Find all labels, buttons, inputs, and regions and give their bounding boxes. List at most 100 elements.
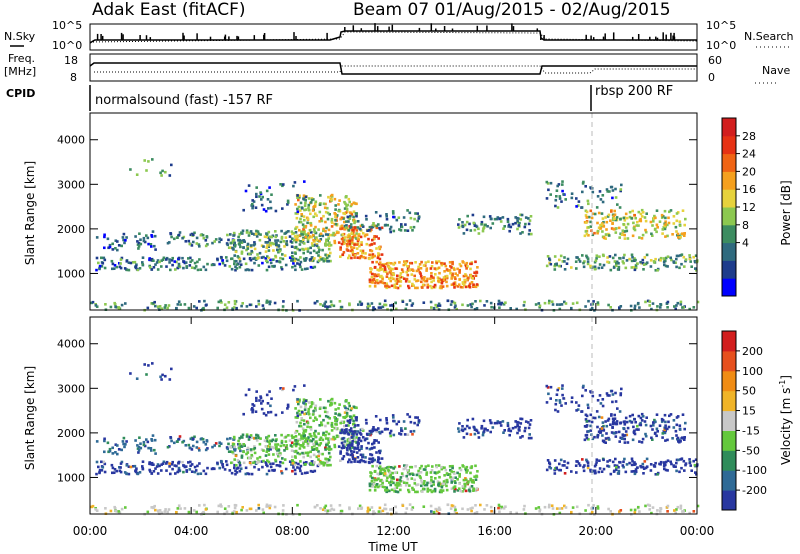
power-cell [496, 216, 500, 219]
velocity-cell [619, 422, 622, 425]
power-cell [202, 236, 206, 240]
power-cell [313, 230, 316, 233]
velocity-cell [307, 440, 311, 444]
power-cell [620, 183, 623, 187]
velocity-cell [398, 482, 401, 485]
power-cell [353, 221, 356, 225]
velocity-cell [623, 434, 627, 437]
power-cell [392, 277, 395, 281]
power-cell [158, 305, 162, 308]
power-cell [675, 304, 678, 307]
power-cell [404, 223, 407, 226]
power-cell [440, 263, 444, 267]
velocity-cell [474, 464, 477, 468]
velocity-cell [292, 436, 296, 439]
power-cell [587, 299, 590, 303]
velocity-cell [625, 433, 629, 437]
x-tick-label: 12:00 [376, 524, 411, 538]
velocity-cell [158, 464, 161, 468]
power-cell [343, 220, 346, 224]
velocity-cell [589, 424, 592, 428]
velocity-cell [248, 456, 251, 460]
velocity-cell [675, 434, 678, 437]
velocity-cell [385, 479, 389, 482]
power-cell [355, 232, 358, 235]
power-cell [679, 300, 683, 304]
power-cell [103, 258, 107, 262]
velocity-cell [295, 420, 299, 424]
velocity-cell [296, 416, 299, 419]
velocity-cell [173, 441, 176, 445]
power-cell [692, 255, 695, 259]
velocity-cell [198, 449, 201, 452]
velocity-cell [244, 393, 248, 397]
power-cell [386, 272, 389, 276]
velocity-cell [238, 442, 241, 446]
power-cell [174, 268, 177, 271]
power-cell [350, 248, 354, 252]
velocity-cell [664, 468, 668, 472]
velocity-cell [246, 448, 249, 452]
power-cell [304, 199, 307, 202]
power-cell [361, 223, 364, 227]
power-cell [314, 243, 317, 247]
velocity-cell [149, 462, 153, 466]
power-cell [575, 256, 578, 259]
velocity-cell [619, 392, 623, 395]
velocity-cell [502, 507, 506, 510]
velocity-cell [396, 478, 399, 482]
velocity-cell [309, 405, 313, 408]
power-cell [230, 267, 234, 271]
power-cell [326, 256, 329, 260]
power-cell [440, 261, 443, 265]
velocity-cell [405, 474, 408, 478]
power-cell [279, 240, 283, 244]
power-cell [676, 301, 680, 305]
power-cell [139, 238, 142, 241]
power-cell [388, 227, 392, 231]
velocity-cell [352, 430, 355, 433]
power-cell [95, 256, 99, 260]
power-cell [463, 283, 466, 287]
power-cell [263, 235, 267, 238]
power-cell [101, 262, 105, 265]
power-cell [165, 265, 168, 268]
power-cell [318, 234, 322, 237]
power-cell [677, 254, 680, 258]
power-cell [681, 306, 684, 309]
velocity-cell [377, 427, 380, 430]
velocity-cell [488, 419, 492, 422]
power-cell [558, 303, 562, 306]
power-cell [581, 254, 584, 257]
velocity-cell [411, 433, 414, 436]
power-cell [350, 228, 354, 232]
power-cell [294, 245, 298, 249]
power-cell [120, 256, 124, 260]
power-cell [275, 241, 278, 245]
power-cell [609, 219, 612, 222]
velocity-cell [247, 438, 251, 441]
velocity-cell [217, 504, 221, 508]
velocity-cell [329, 447, 333, 451]
velocity-cell [403, 433, 407, 436]
velocity-cell [614, 435, 618, 438]
noise-right-tick-top: 10^5 [706, 19, 736, 32]
power-cell [123, 267, 127, 270]
velocity-cell [696, 504, 700, 508]
velocity-cell [192, 509, 196, 512]
power-cell [586, 260, 590, 263]
velocity-cell [121, 440, 125, 443]
power-cell [333, 239, 336, 243]
velocity-cell [652, 424, 655, 427]
power-cell [280, 266, 283, 269]
velocity-cell [465, 432, 469, 436]
power-cell [669, 256, 672, 260]
velocity-cell [317, 463, 321, 466]
velocity-cell [327, 441, 330, 444]
velocity-cell [213, 444, 216, 447]
velocity-cell [676, 436, 680, 440]
power-cell [300, 233, 303, 236]
power-cell [231, 246, 234, 250]
power-cell [466, 265, 469, 268]
power-cell [615, 261, 618, 265]
